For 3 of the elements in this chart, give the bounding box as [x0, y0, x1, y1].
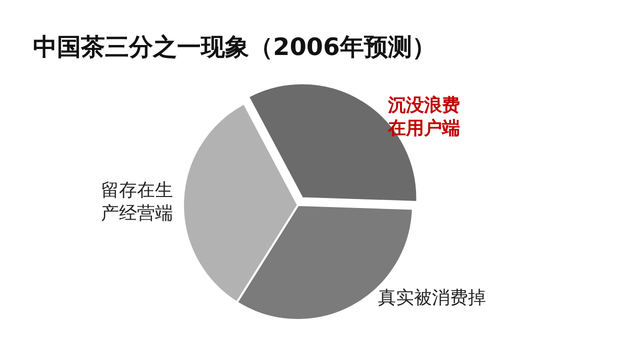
slice-label: 真实被消费掉 [378, 288, 486, 309]
chart-title: 中国茶三分之一现象（2006年预测） [33, 33, 436, 61]
slice-label: 留存在生产经营端 [101, 180, 174, 224]
